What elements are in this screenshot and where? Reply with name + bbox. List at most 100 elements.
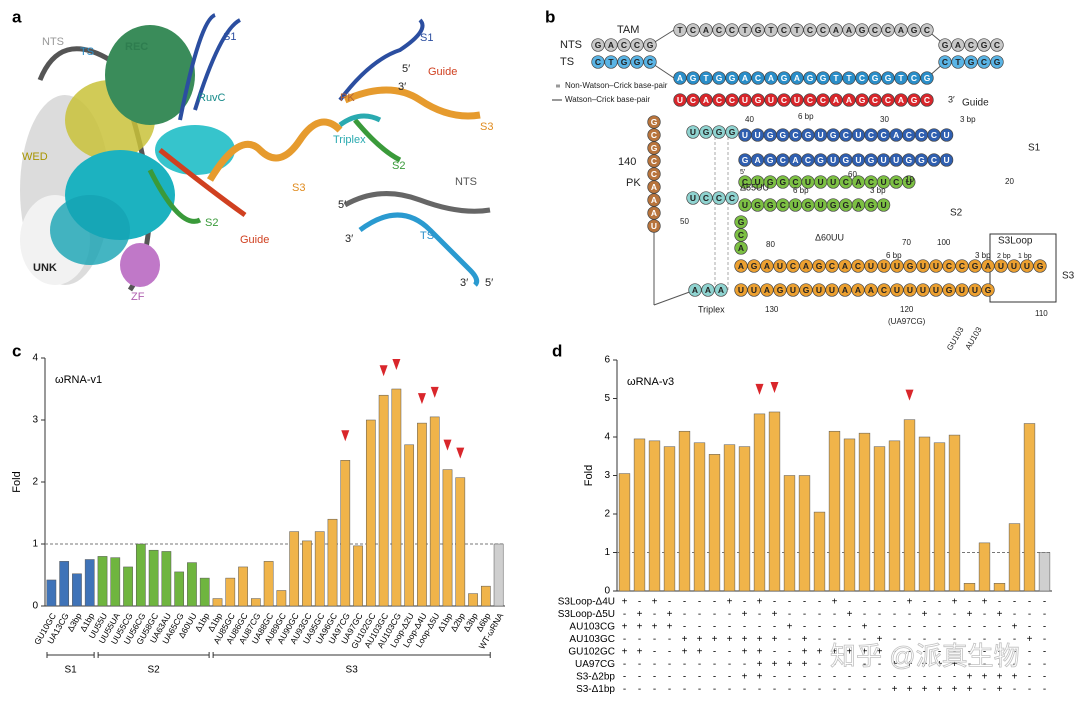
nucleotide xyxy=(738,93,752,107)
nucleotide xyxy=(738,71,752,85)
diagram-label: 120 xyxy=(900,305,914,314)
table-cell: + xyxy=(922,684,928,695)
table-cell: - xyxy=(833,622,836,633)
table-cell: - xyxy=(1028,622,1031,633)
table-cell: + xyxy=(772,659,778,670)
row-label: GU102GC xyxy=(568,647,615,658)
table-cell: + xyxy=(712,634,718,645)
nucleotide-letter: A xyxy=(651,195,657,205)
table-cell: - xyxy=(743,597,746,608)
nucleotide xyxy=(942,283,956,297)
nucleotide-letter: U xyxy=(738,285,744,295)
nucleotide-letter: G xyxy=(907,261,914,271)
table-cell: - xyxy=(848,634,851,645)
nucleotide-letter: G xyxy=(647,40,654,50)
diagram-lines xyxy=(552,29,1057,306)
nucleotide xyxy=(734,283,748,297)
nucleotide xyxy=(977,55,991,69)
nucleotide-letter: C xyxy=(790,261,796,271)
table-cell: - xyxy=(728,684,731,695)
bar xyxy=(918,436,931,592)
table-cell: - xyxy=(818,634,821,645)
nucleotide xyxy=(712,93,726,107)
table-cell: - xyxy=(1013,609,1016,620)
highlight-marker xyxy=(379,365,388,377)
y-tick-label: 2 xyxy=(32,477,38,488)
table-cell: - xyxy=(1013,634,1016,645)
table-cell: - xyxy=(638,659,641,670)
nucleotide-letter: G xyxy=(716,73,723,83)
table-cell: - xyxy=(983,609,986,620)
table-cell: - xyxy=(818,597,821,608)
table-cell: - xyxy=(713,647,716,658)
structure-label: NTS xyxy=(455,176,477,188)
nucleotide xyxy=(829,93,843,107)
nucleotide-letter: C xyxy=(690,25,696,35)
nucleotide-letter: C xyxy=(868,130,874,140)
nucleotide-letter: G xyxy=(803,285,810,295)
table-cell: - xyxy=(863,634,866,645)
nucleotide-letter: C xyxy=(792,130,798,140)
nucleotide xyxy=(617,38,631,52)
table-cell: + xyxy=(742,672,748,683)
diagram-label: TAM xyxy=(617,24,639,36)
nucleotide-letter: G xyxy=(621,57,628,67)
nucleotide xyxy=(751,93,765,107)
nucleotide-letter: U xyxy=(920,285,926,295)
table-cell: + xyxy=(742,609,748,620)
nucleotide xyxy=(842,71,856,85)
table-cell: - xyxy=(653,634,656,645)
nucleotide-letter: U xyxy=(755,177,761,187)
nucleotide-letter: G xyxy=(918,155,925,165)
nucleotide-letter: T xyxy=(608,57,614,67)
nucleotide-letter: G xyxy=(830,130,837,140)
nucleotide-letter: U xyxy=(768,95,774,105)
diagram-label: 3 bp xyxy=(975,251,991,260)
table-cell: - xyxy=(908,672,911,683)
nucleotide-letter: G xyxy=(972,261,979,271)
nucleotide xyxy=(790,93,804,107)
nucleotide xyxy=(777,71,791,85)
structure-label: REC xyxy=(125,41,148,53)
nucleotide xyxy=(894,23,908,37)
nucleotide xyxy=(701,283,715,297)
nucleotide-letter: A xyxy=(768,73,774,83)
diagram-label: S3Loop xyxy=(998,236,1033,247)
nucleotide-letter: G xyxy=(767,130,774,140)
nucleotide-letter: U xyxy=(742,200,748,210)
nucleotide-letter: C xyxy=(634,40,640,50)
table-cell: + xyxy=(967,609,973,620)
nucleotide-letter: G xyxy=(634,57,641,67)
nucleotide xyxy=(725,23,739,37)
table-cell: - xyxy=(923,597,926,608)
structure-art xyxy=(20,13,491,292)
nucleotide-letter: C xyxy=(906,130,912,140)
table-cell: - xyxy=(788,647,791,658)
nucleotide-letter: G xyxy=(820,73,827,83)
highlight-marker xyxy=(456,447,465,459)
nucleotide-letter: G xyxy=(859,25,866,35)
bar xyxy=(442,469,453,607)
bar xyxy=(993,583,1006,592)
nucleotide-letter: U xyxy=(881,155,887,165)
nucleotide xyxy=(881,23,895,37)
y-axis-label: Fold xyxy=(583,465,595,486)
nucleotide xyxy=(981,259,995,273)
table-cell: - xyxy=(653,647,656,658)
table-cell: - xyxy=(983,684,986,695)
diagram-label: 80 xyxy=(766,240,775,249)
nucleotide xyxy=(699,125,713,139)
nucleotide-letter: U xyxy=(677,95,683,105)
nucleotide-letter: C xyxy=(931,130,937,140)
nucleotide xyxy=(630,55,644,69)
nucleotide-letter: C xyxy=(924,95,930,105)
nucleotide xyxy=(894,71,908,85)
nucleotide-letter: G xyxy=(868,200,875,210)
nucleotide-letter: G xyxy=(942,40,949,50)
nucleotide xyxy=(920,93,934,107)
row-label: S3-Δ1bp xyxy=(576,684,615,695)
nucleotide xyxy=(647,141,661,155)
table-cell: - xyxy=(863,684,866,695)
nucleotide-letter: G xyxy=(767,155,774,165)
diagram-label: Δ55UU xyxy=(740,182,769,192)
